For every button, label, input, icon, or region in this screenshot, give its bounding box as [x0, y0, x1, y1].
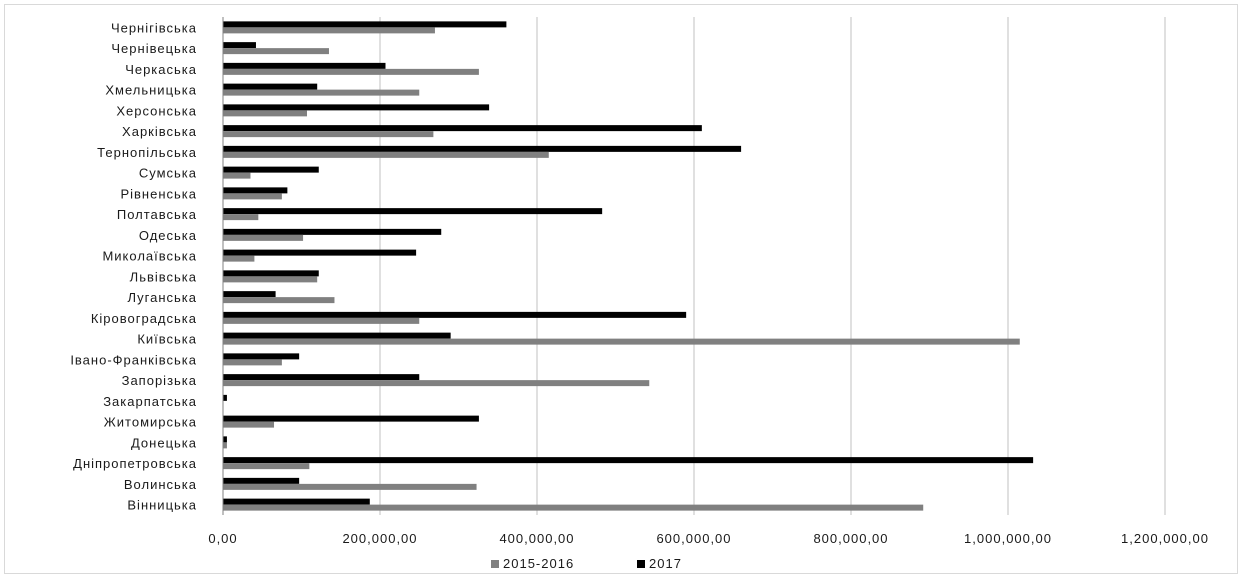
bar-chart: Вінницька Волинська Дніпропетровська Донець… — [70, 17, 1209, 571]
bar-2017 — [223, 353, 300, 360]
bar-2017 — [223, 145, 742, 152]
chart-frame: Вінницька Волинська Дніпропетровська Донець… — [4, 4, 1238, 574]
category-label: Запорізька — [122, 373, 197, 388]
category-label: Львівська — [130, 269, 197, 284]
category-label: Тернопільська — [97, 145, 197, 160]
bar-2015-2016 — [223, 297, 335, 304]
bar-2015-2016 — [223, 193, 282, 200]
legend-swatch — [637, 560, 645, 568]
category-label: Київська — [137, 332, 197, 347]
bar-2017 — [223, 187, 288, 194]
category-label: Рівненська — [120, 186, 197, 201]
category-label: Хмельницька — [105, 83, 197, 98]
category-label: Полтавська — [117, 207, 197, 222]
bar-2015-2016 — [223, 255, 255, 262]
category-label: Чернівецька — [111, 41, 197, 56]
category-label: Івано-Франківська — [70, 352, 197, 367]
bar-2017 — [223, 125, 702, 132]
category-label: Херсонська — [116, 103, 197, 118]
bar-2017 — [223, 374, 420, 381]
bar-2017 — [223, 436, 227, 443]
x-tick-label: 1,000,000,00 — [964, 531, 1052, 546]
bar-2015-2016 — [223, 48, 329, 55]
bar-2017 — [223, 62, 386, 69]
category-label: Дніпропетровська — [73, 456, 197, 471]
category-label: Закарпатська — [103, 394, 197, 409]
bar-2015-2016 — [223, 172, 251, 179]
x-tick-label: 200,000,00 — [342, 531, 417, 546]
x-tick-label: 400,000,00 — [499, 531, 574, 546]
x-tick-label: 800,000,00 — [813, 531, 888, 546]
category-label: Вінницька — [127, 498, 197, 513]
category-label: Черкаська — [125, 62, 197, 77]
bar-2015-2016 — [223, 68, 479, 75]
category-label: Харківська — [122, 124, 197, 139]
bar-2015-2016 — [223, 234, 304, 241]
bar-2017 — [223, 394, 227, 401]
bar-2017 — [223, 498, 370, 505]
bar-2017 — [223, 249, 417, 256]
x-tick-label: 0,00 — [208, 531, 237, 546]
bar-2017 — [223, 291, 276, 298]
bar-2017 — [223, 332, 451, 339]
category-label: Донецька — [131, 435, 197, 450]
bar-2015-2016 — [223, 380, 650, 387]
bar-2017 — [223, 415, 479, 422]
bar-2017 — [223, 83, 318, 90]
bar-2015-2016 — [223, 214, 259, 221]
bar-2017 — [223, 208, 603, 215]
category-label: Луганська — [127, 290, 197, 305]
category-label: Житомирська — [104, 415, 197, 430]
bar-2015-2016 — [223, 504, 924, 511]
bar-2017 — [223, 477, 300, 484]
bar-2015-2016 — [223, 317, 420, 324]
bar-2017 — [223, 21, 507, 28]
category-label: Кіровоградська — [91, 311, 197, 326]
bar-2017 — [223, 311, 687, 318]
category-label: Миколаївська — [102, 249, 197, 264]
bar-2017 — [223, 42, 256, 49]
legend-label: 2017 — [649, 556, 682, 571]
category-label: Одеська — [139, 228, 197, 243]
bar-2017 — [223, 166, 319, 173]
bar-2015-2016 — [223, 359, 282, 366]
bar-2015-2016 — [223, 151, 549, 158]
bar-2015-2016 — [223, 421, 275, 428]
bar-2017 — [223, 104, 490, 111]
bar-2015-2016 — [223, 463, 310, 470]
bar-2017 — [223, 228, 442, 235]
bar-2015-2016 — [223, 276, 318, 283]
bar-2015-2016 — [223, 483, 477, 490]
bar-2015-2016 — [223, 338, 1020, 345]
bar-2015-2016 — [223, 131, 434, 138]
bar-2015-2016 — [223, 27, 435, 34]
legend-label: 2015-2016 — [503, 556, 574, 571]
bar-2015-2016 — [223, 442, 227, 449]
category-label: Сумська — [139, 166, 197, 181]
legend-swatch — [491, 560, 499, 568]
bar-2017 — [223, 270, 319, 277]
x-tick-label: 1,200,000,00 — [1121, 531, 1209, 546]
bar-2015-2016 — [223, 110, 307, 117]
bar-2017 — [223, 457, 1034, 464]
category-label: Чернігівська — [111, 20, 197, 35]
bar-2015-2016 — [223, 89, 420, 96]
x-tick-label: 600,000,00 — [656, 531, 731, 546]
category-label: Волинська — [124, 477, 197, 492]
